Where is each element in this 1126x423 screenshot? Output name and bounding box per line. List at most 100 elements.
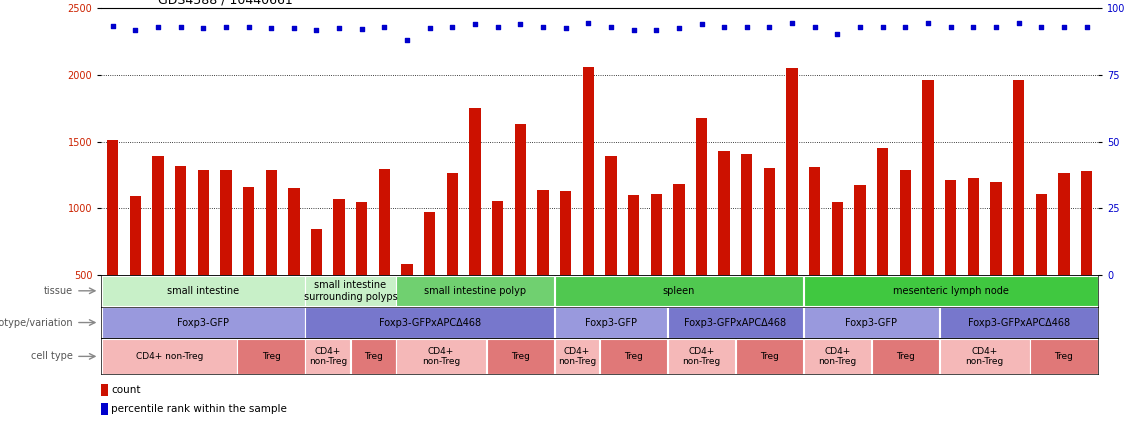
Text: CD4+ non-Treg: CD4+ non-Treg — [135, 352, 203, 361]
Point — [647, 27, 665, 33]
Bar — [673, 184, 685, 341]
Bar — [606, 157, 617, 341]
Text: CD4+
non-Treg: CD4+ non-Treg — [965, 347, 1003, 366]
Point — [511, 21, 529, 27]
Point — [240, 24, 258, 31]
Text: count: count — [111, 385, 141, 395]
Text: Treg: Treg — [1054, 352, 1073, 361]
Point — [330, 25, 348, 31]
Bar — [600, 339, 668, 374]
Bar — [1081, 171, 1092, 341]
Bar — [651, 194, 662, 341]
Bar — [396, 276, 554, 306]
Point — [489, 24, 507, 31]
Point — [783, 19, 801, 26]
Point — [375, 24, 393, 30]
Bar — [305, 339, 350, 374]
Bar — [515, 124, 526, 341]
Point — [851, 24, 869, 30]
Point — [874, 23, 892, 30]
Point — [556, 24, 574, 31]
Bar — [939, 339, 1029, 374]
Bar — [402, 264, 413, 341]
Bar — [333, 199, 345, 341]
Text: small intestine polyp: small intestine polyp — [425, 286, 526, 296]
Point — [919, 20, 937, 27]
Point — [171, 24, 189, 30]
Bar — [1013, 80, 1025, 341]
Point — [466, 20, 484, 27]
Text: Treg: Treg — [624, 352, 643, 361]
Bar — [447, 173, 458, 341]
Bar — [101, 384, 108, 396]
Bar — [735, 339, 803, 374]
Bar — [967, 179, 978, 341]
Bar — [810, 167, 821, 341]
Bar — [288, 188, 300, 341]
Bar — [554, 276, 803, 306]
Bar — [350, 339, 395, 374]
Point — [738, 24, 756, 30]
Point — [602, 24, 620, 30]
Bar — [804, 307, 939, 338]
Point — [217, 24, 235, 31]
Point — [806, 23, 824, 30]
Bar — [492, 201, 503, 341]
Bar — [741, 154, 752, 341]
Text: Foxp3-GFPxAPCΔ468: Foxp3-GFPxAPCΔ468 — [685, 318, 787, 327]
Bar — [628, 195, 640, 341]
Bar — [486, 339, 554, 374]
Bar — [804, 339, 872, 374]
Text: small intestine
surrounding polyps: small intestine surrounding polyps — [304, 280, 397, 302]
Bar — [560, 191, 571, 341]
Bar — [554, 339, 599, 374]
Bar — [378, 169, 390, 341]
Bar — [763, 168, 775, 341]
Point — [986, 23, 1004, 30]
Point — [625, 26, 643, 33]
Bar — [945, 180, 956, 341]
Bar — [786, 68, 797, 341]
Bar — [101, 307, 305, 338]
Bar — [305, 307, 554, 338]
Bar — [175, 166, 186, 341]
Bar — [855, 185, 866, 341]
Bar — [696, 118, 707, 341]
Text: CD4+
non-Treg: CD4+ non-Treg — [557, 347, 596, 366]
Point — [896, 23, 914, 30]
Bar — [356, 202, 367, 341]
Bar — [152, 157, 163, 341]
Bar — [396, 339, 486, 374]
Text: Foxp3-GFPxAPCΔ468: Foxp3-GFPxAPCΔ468 — [378, 318, 481, 327]
Point — [670, 24, 688, 31]
Text: Treg: Treg — [896, 352, 914, 361]
Text: Foxp3-GFPxAPCΔ468: Foxp3-GFPxAPCΔ468 — [967, 318, 1070, 327]
Bar — [537, 190, 548, 341]
Bar — [101, 276, 305, 306]
Point — [285, 25, 303, 31]
Point — [104, 22, 122, 29]
Bar — [900, 170, 911, 341]
Bar — [243, 187, 254, 341]
Point — [307, 27, 325, 34]
Bar — [554, 307, 668, 338]
Text: Treg: Treg — [511, 352, 529, 361]
Text: mesenteric lymph node: mesenteric lymph node — [893, 286, 1009, 296]
Bar — [922, 80, 933, 341]
Bar — [197, 170, 209, 341]
Point — [692, 20, 711, 27]
Bar — [470, 108, 481, 341]
Bar — [107, 140, 118, 341]
Text: Treg: Treg — [261, 352, 280, 361]
Text: Foxp3-GFP: Foxp3-GFP — [177, 318, 230, 327]
Bar — [990, 182, 1002, 341]
Text: Foxp3-GFP: Foxp3-GFP — [584, 318, 637, 327]
Point — [399, 36, 417, 43]
Bar — [238, 339, 305, 374]
Bar — [101, 403, 108, 415]
Text: CD4+
non-Treg: CD4+ non-Treg — [309, 347, 347, 366]
Point — [760, 24, 778, 31]
Text: percentile rank within the sample: percentile rank within the sample — [111, 404, 287, 414]
Bar — [266, 170, 277, 341]
Point — [126, 26, 144, 33]
